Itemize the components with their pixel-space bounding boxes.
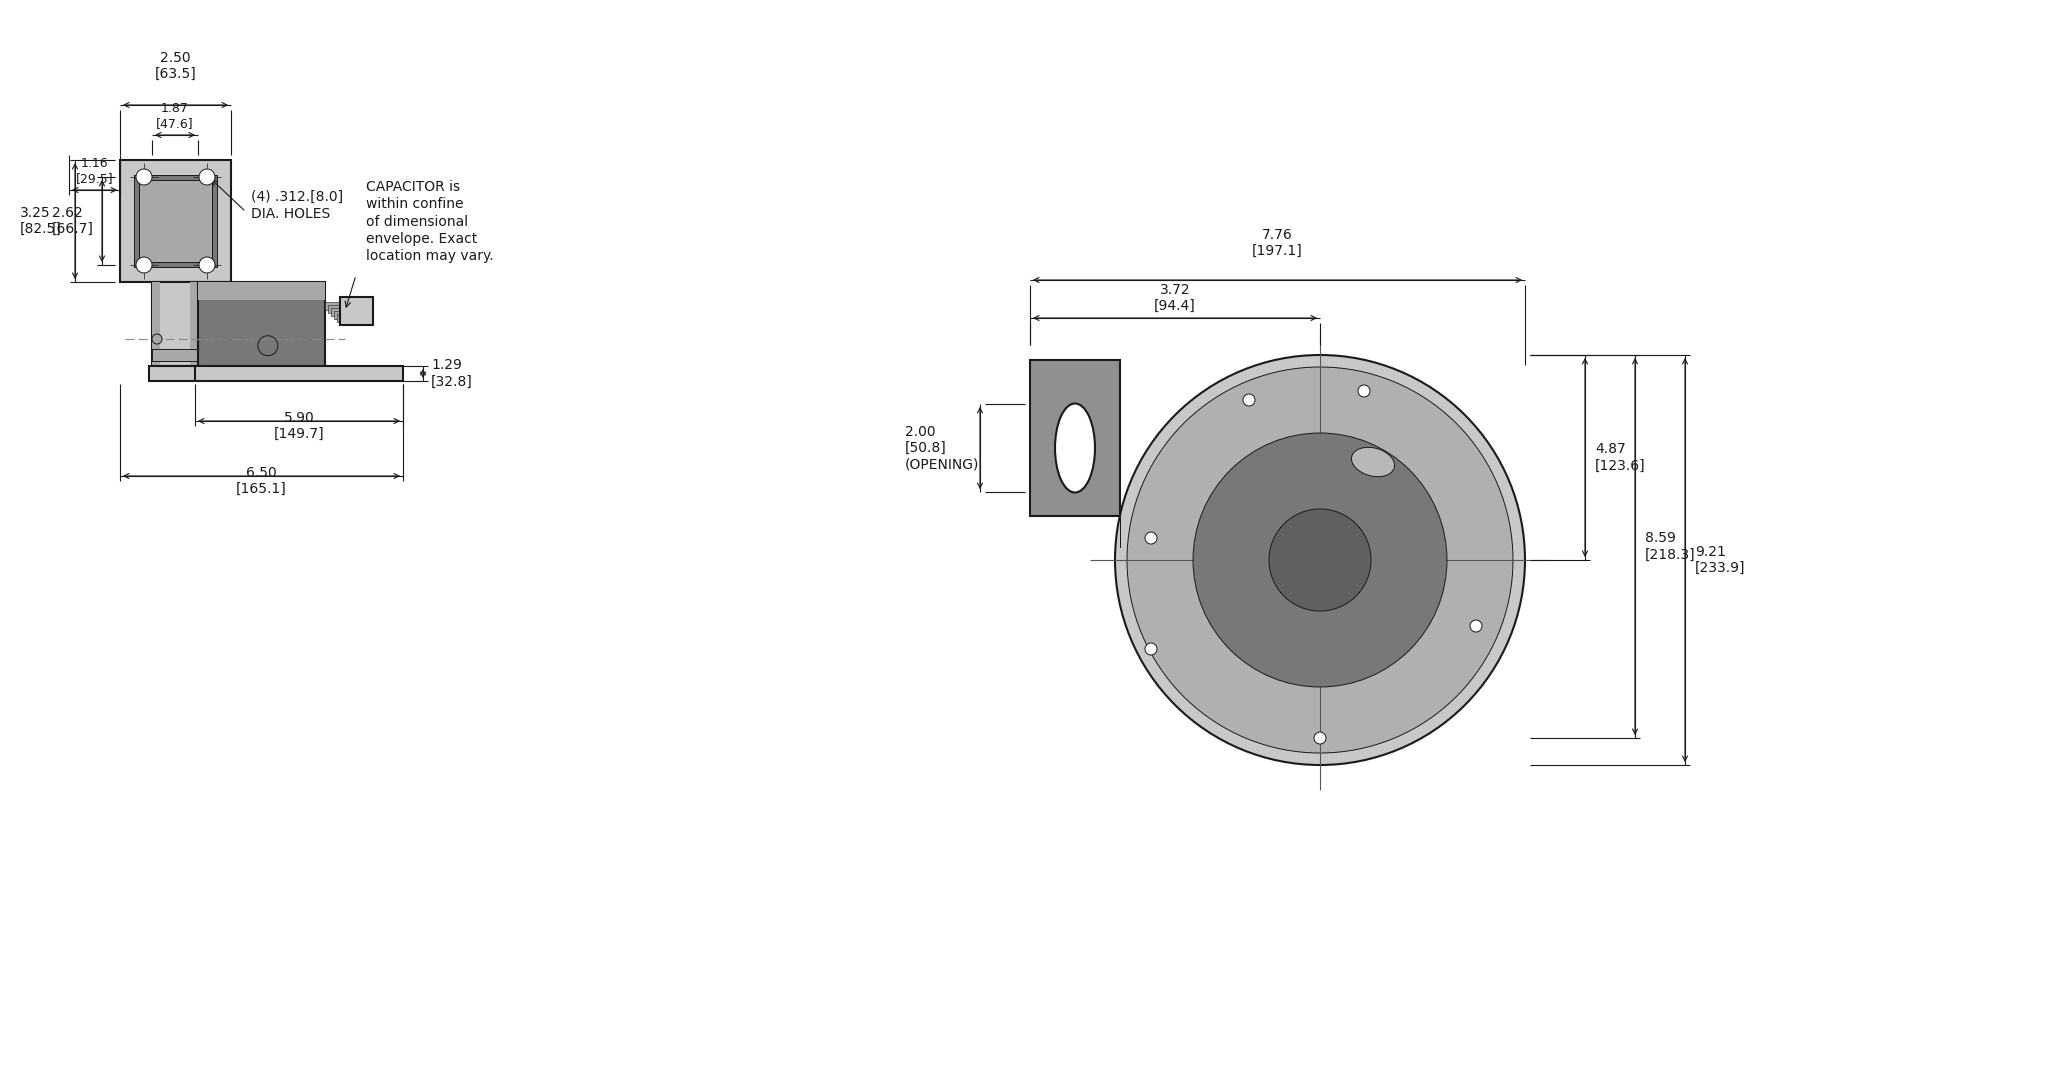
Polygon shape	[152, 282, 160, 366]
Circle shape	[1358, 385, 1370, 397]
Text: 8.59
[218.3]: 8.59 [218.3]	[1645, 531, 1696, 561]
Polygon shape	[326, 302, 340, 310]
Circle shape	[152, 334, 162, 344]
Text: 2.62
[66.7]: 2.62 [66.7]	[51, 206, 94, 236]
Polygon shape	[190, 282, 199, 366]
Polygon shape	[334, 311, 340, 319]
Polygon shape	[139, 180, 213, 262]
Text: 1.29
[32.8]: 1.29 [32.8]	[430, 358, 473, 388]
Circle shape	[1194, 433, 1448, 687]
Circle shape	[1126, 367, 1513, 752]
Circle shape	[135, 257, 152, 273]
Polygon shape	[152, 349, 199, 361]
Text: 1.87
[47.6]: 1.87 [47.6]	[156, 102, 195, 130]
Text: 3.72
[94.4]: 3.72 [94.4]	[1155, 283, 1196, 313]
Text: 5.90
[149.7]: 5.90 [149.7]	[274, 411, 324, 441]
Polygon shape	[1030, 360, 1120, 516]
Polygon shape	[199, 282, 326, 379]
Polygon shape	[340, 297, 373, 325]
Circle shape	[199, 169, 215, 185]
Text: 7.76
[197.1]: 7.76 [197.1]	[1251, 228, 1303, 258]
Polygon shape	[150, 366, 201, 381]
Polygon shape	[328, 305, 340, 313]
FancyBboxPatch shape	[121, 160, 231, 282]
Polygon shape	[195, 366, 403, 381]
Circle shape	[1470, 620, 1483, 632]
Circle shape	[1114, 355, 1526, 765]
Polygon shape	[133, 175, 217, 267]
Circle shape	[1145, 643, 1157, 655]
Text: 6.50
[165.1]: 6.50 [165.1]	[236, 465, 287, 496]
Text: 2.00
[50.8]
(OPENING): 2.00 [50.8] (OPENING)	[905, 425, 979, 471]
Text: 2.50
[63.5]: 2.50 [63.5]	[156, 51, 197, 81]
Circle shape	[1270, 508, 1370, 611]
Text: 9.21
[233.9]: 9.21 [233.9]	[1696, 545, 1745, 575]
Ellipse shape	[1352, 447, 1395, 476]
Text: 3.25
[82.5]: 3.25 [82.5]	[20, 206, 61, 236]
Circle shape	[1145, 532, 1157, 544]
Polygon shape	[338, 314, 340, 322]
Circle shape	[1315, 732, 1325, 744]
Text: 1.16
[29.5]: 1.16 [29.5]	[76, 157, 113, 185]
Circle shape	[1243, 395, 1255, 406]
Polygon shape	[152, 282, 199, 366]
Circle shape	[199, 257, 215, 273]
Ellipse shape	[1055, 403, 1096, 492]
Polygon shape	[332, 309, 340, 316]
Polygon shape	[199, 282, 326, 300]
Text: CAPACITOR is
within confine
of dimensional
envelope. Exact
location may vary.: CAPACITOR is within confine of dimension…	[367, 180, 494, 263]
Text: (4) .312.[8.0]
DIA. HOLES: (4) .312.[8.0] DIA. HOLES	[252, 190, 344, 221]
Text: 4.87
[123.6]: 4.87 [123.6]	[1595, 443, 1647, 473]
Circle shape	[135, 169, 152, 185]
